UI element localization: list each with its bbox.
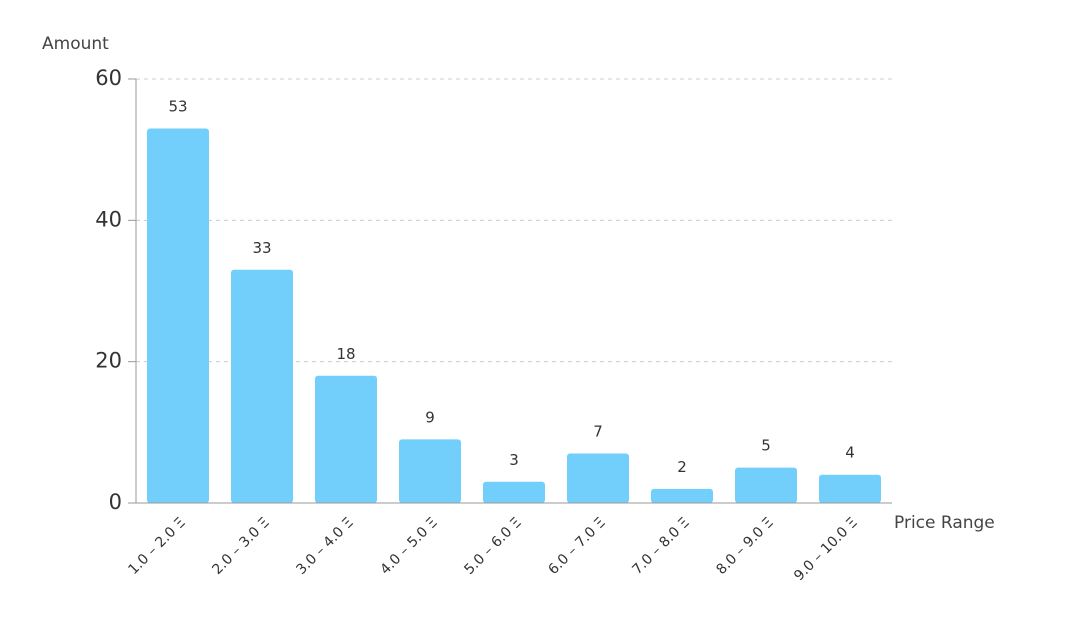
x-tick-label: 7.0 – 8.0 Ξ — [629, 515, 692, 578]
x-axis-title: Price Range — [894, 513, 995, 533]
x-tick-label: 3.0 – 4.0 Ξ — [293, 515, 356, 578]
x-tick-label: 8.0 – 9.0 Ξ — [713, 515, 776, 578]
x-tick-label: 6.0 – 7.0 Ξ — [545, 515, 608, 578]
bar — [483, 481, 545, 503]
bar — [231, 269, 293, 503]
bar — [819, 474, 881, 503]
x-tick-label: 5.0 – 6.0 Ξ — [461, 515, 524, 578]
x-tick-label: 2.0 – 3.0 Ξ — [209, 515, 272, 578]
value-label: 33 — [252, 239, 271, 257]
value-label: 7 — [593, 423, 603, 441]
y-tick-label: 0 — [109, 490, 122, 514]
bar — [315, 375, 377, 503]
value-label: 2 — [677, 458, 687, 476]
value-label: 53 — [168, 97, 187, 115]
bar — [399, 439, 461, 503]
bar — [567, 453, 629, 503]
value-label: 9 — [425, 408, 435, 426]
bar — [651, 488, 713, 503]
x-tick-label: 9.0 – 10.0 Ξ — [791, 515, 861, 585]
value-label: 3 — [509, 451, 519, 469]
y-tick-label: 20 — [95, 349, 122, 373]
y-tick-label: 40 — [95, 207, 122, 231]
value-label: 4 — [845, 444, 855, 462]
x-tick-label: 1.0 – 2.0 Ξ — [125, 515, 188, 578]
bar — [147, 128, 209, 503]
x-tick-label: 4.0 – 5.0 Ξ — [377, 515, 440, 578]
y-axis-title: Amount — [42, 34, 109, 54]
value-label: 5 — [761, 437, 771, 455]
bar — [735, 467, 797, 503]
value-label: 18 — [336, 345, 355, 363]
y-tick-label: 60 — [95, 66, 122, 90]
